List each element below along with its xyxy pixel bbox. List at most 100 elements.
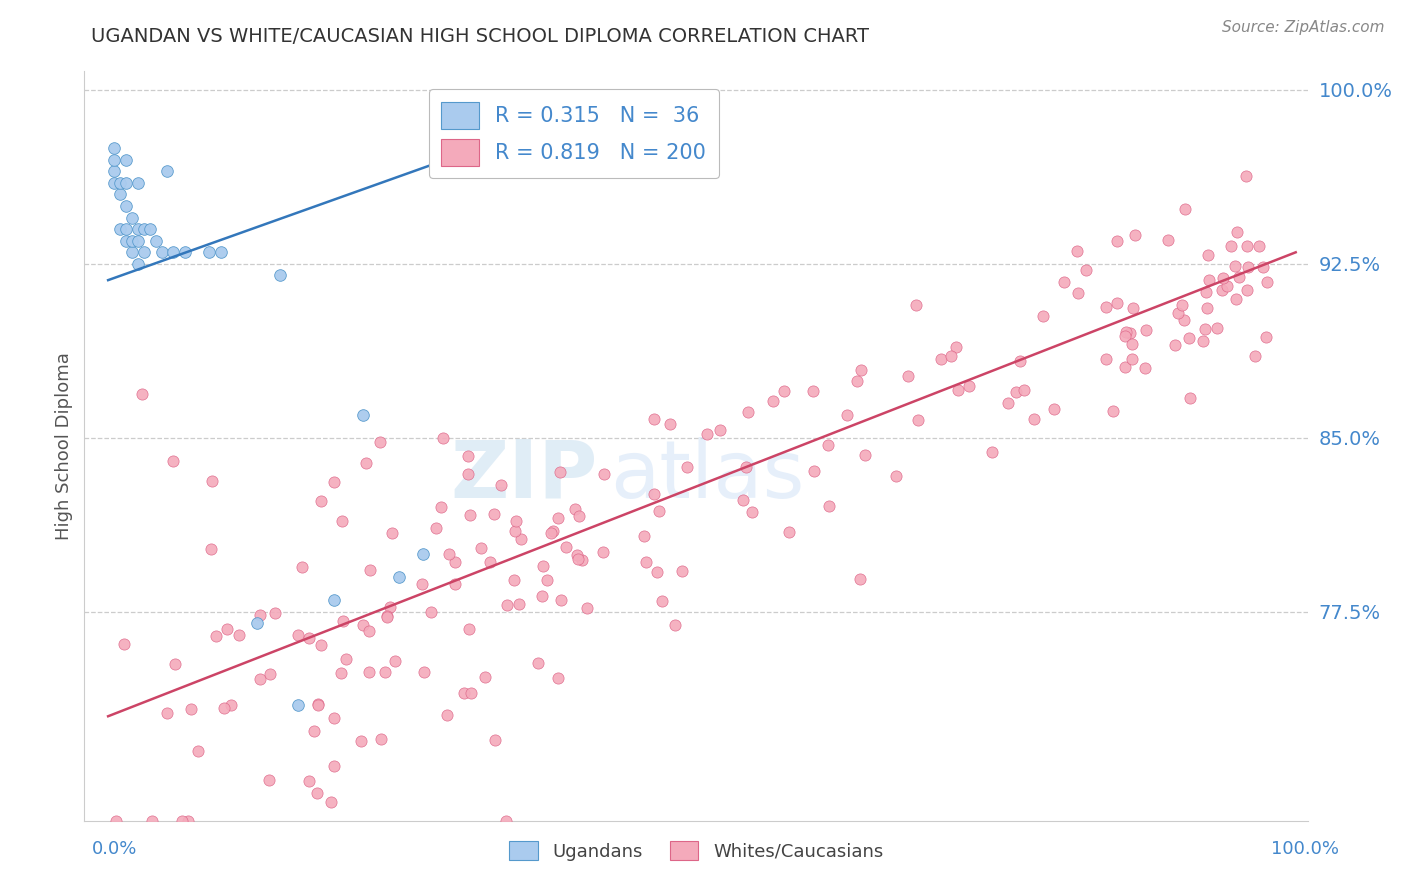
- Point: [664, 617, 686, 632]
- Point: [1220, 239, 1243, 253]
- Point: [115, 153, 138, 167]
- Point: [817, 438, 839, 452]
- Point: [212, 701, 235, 715]
- Point: [1216, 278, 1239, 293]
- Point: [453, 685, 475, 699]
- Point: [957, 379, 980, 393]
- Point: [547, 671, 569, 685]
- Point: [1102, 404, 1125, 418]
- Point: [1114, 328, 1136, 343]
- Point: [484, 507, 506, 521]
- Point: [1167, 306, 1189, 320]
- Point: [156, 164, 179, 178]
- Point: [201, 474, 224, 488]
- Point: [444, 577, 467, 591]
- Legend: Ugandans, Whites/Caucasians: Ugandans, Whites/Caucasians: [502, 833, 890, 868]
- Point: [198, 245, 221, 260]
- Point: [359, 665, 381, 679]
- Point: [156, 706, 179, 721]
- Point: [304, 724, 326, 739]
- Point: [1198, 273, 1220, 287]
- Point: [945, 340, 967, 354]
- Point: [1192, 334, 1215, 348]
- Point: [643, 412, 665, 426]
- Point: [162, 245, 184, 260]
- Y-axis label: High School Diploma: High School Diploma: [55, 352, 73, 540]
- Point: [564, 501, 586, 516]
- Point: [115, 222, 138, 236]
- Point: [997, 395, 1019, 409]
- Point: [801, 384, 824, 399]
- Point: [741, 505, 763, 519]
- Point: [508, 598, 530, 612]
- Point: [249, 607, 271, 622]
- Point: [162, 454, 184, 468]
- Point: [335, 652, 357, 666]
- Point: [127, 234, 149, 248]
- Point: [187, 744, 209, 758]
- Point: [1251, 260, 1274, 274]
- Point: [849, 363, 872, 377]
- Point: [436, 707, 458, 722]
- Point: [1236, 283, 1258, 297]
- Point: [1243, 349, 1265, 363]
- Point: [263, 606, 285, 620]
- Point: [939, 349, 962, 363]
- Point: [731, 493, 754, 508]
- Point: [846, 374, 869, 388]
- Point: [121, 245, 143, 260]
- Point: [696, 427, 718, 442]
- Point: [1122, 301, 1144, 315]
- Point: [287, 698, 309, 712]
- Point: [228, 628, 250, 642]
- Point: [503, 573, 526, 587]
- Point: [1123, 228, 1146, 243]
- Point: [929, 351, 952, 366]
- Point: [1226, 225, 1249, 239]
- Point: [568, 509, 591, 524]
- Point: [547, 510, 569, 524]
- Point: [330, 666, 353, 681]
- Point: [735, 459, 758, 474]
- Point: [1212, 271, 1234, 285]
- Point: [115, 234, 138, 248]
- Point: [1195, 285, 1218, 300]
- Point: [1032, 309, 1054, 323]
- Point: [1180, 391, 1202, 405]
- Point: [592, 544, 614, 558]
- Point: [141, 814, 163, 828]
- Point: [1225, 259, 1247, 273]
- Point: [884, 468, 907, 483]
- Point: [531, 559, 554, 574]
- Point: [127, 176, 149, 190]
- Point: [412, 665, 434, 680]
- Point: [257, 773, 280, 788]
- Point: [460, 686, 482, 700]
- Point: [180, 702, 202, 716]
- Point: [444, 555, 467, 569]
- Point: [853, 449, 876, 463]
- Point: [848, 572, 870, 586]
- Point: [1171, 298, 1194, 312]
- Point: [1004, 385, 1026, 400]
- Point: [1194, 322, 1216, 336]
- Point: [374, 665, 396, 679]
- Point: [384, 654, 406, 668]
- Point: [121, 211, 143, 225]
- Point: [1173, 313, 1195, 327]
- Point: [353, 618, 375, 632]
- Point: [323, 759, 346, 773]
- Point: [567, 548, 589, 562]
- Point: [177, 814, 200, 828]
- Point: [540, 526, 562, 541]
- Point: [527, 657, 550, 671]
- Text: 0.0%: 0.0%: [91, 840, 136, 858]
- Point: [1053, 275, 1076, 289]
- Point: [245, 616, 267, 631]
- Point: [904, 298, 927, 312]
- Point: [209, 245, 232, 260]
- Point: [103, 176, 125, 190]
- Point: [457, 450, 479, 464]
- Point: [1256, 275, 1278, 289]
- Point: [503, 524, 526, 538]
